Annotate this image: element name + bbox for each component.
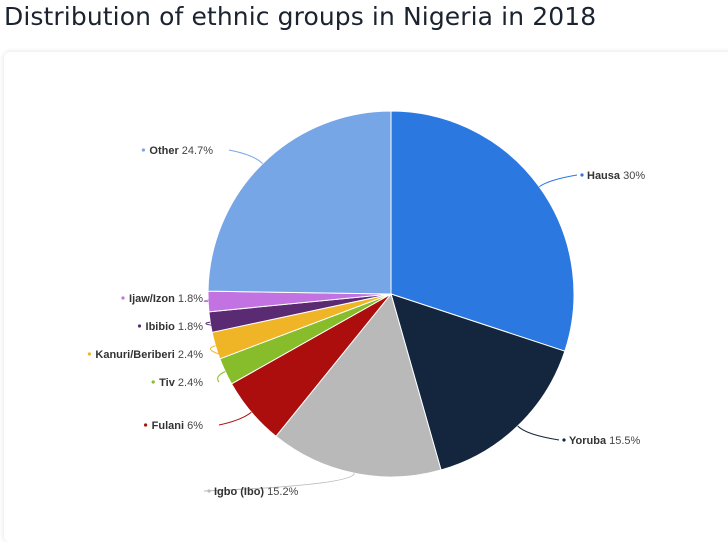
legend-dot-hausa [580,173,584,177]
chart-card: Hausa 30% Yoruba 15.5% Igbo (Ibo) 15.2% Ful… [4,52,728,542]
slice-label-name: Other [149,145,179,157]
slice-label-igbo-ibo: Igbo (Ibo) 15.2% [214,486,299,498]
slice-label-value: 30% [620,170,645,182]
pie-chart: Hausa 30% Yoruba 15.5% Igbo (Ibo) 15.2% Ful… [87,110,645,498]
slice-label-value: 6% [184,420,203,432]
connector-line-kanuri-beriberi [210,345,220,355]
connector-line-igbo-ibo [203,473,355,492]
chart-title: Distribution of ethnic groups in Nigeria… [4,2,597,31]
pie-slice-igbo-ibo[interactable] [275,292,442,478]
legend-dot-ibibio [137,324,142,328]
slice-label-name: Kanuri/Beriberi [95,349,174,361]
slice-label-ibibio: Ibibio 1.8% [146,321,204,333]
legend-dot-other [141,148,145,152]
slice-label-name: Yoruba [569,435,607,447]
legend-dot-igbo-ibo [207,489,211,493]
slice-label-value: 15.2% [264,486,298,498]
legend-dot-ijaw-izon [121,296,125,300]
slice-label-yoruba: Yoruba 15.5% [569,435,641,447]
legend-dot-yoruba [562,438,566,442]
connector-line-fulani [218,411,252,426]
connector-line-yoruba [517,425,560,441]
slice-label-name: Tiv [159,377,176,389]
pie-slice-other[interactable] [207,110,392,295]
slice-label-other: Other 24.7% [149,145,213,157]
slice-label-value: 24.7% [179,145,213,157]
legend-dot-fulani [144,423,148,427]
connector-line-hausa [539,174,578,188]
slice-label-hausa: Hausa 30% [587,170,645,182]
legend-dot-kanuri-beriberi [87,352,91,356]
connector-line-ibibio [205,321,220,327]
slice-label-name: Hausa [587,170,621,182]
connector-line-other [228,149,263,164]
slice-label-name: Ibibio [146,321,176,333]
slice-label-value: 1.8% [175,321,203,333]
slice-label-name: Igbo (Ibo) [214,486,264,498]
legend-dot-tiv [151,380,155,384]
slice-label-value: 1.8% [175,293,203,305]
slice-label-value: 2.4% [175,349,203,361]
slice-label-value: 15.5% [606,435,640,447]
slice-label-name: Fulani [152,420,184,432]
connector-line-ijaw-izon [203,297,220,303]
slice-label-fulani: Fulani 6% [152,420,204,432]
connector-line-tiv [217,371,226,383]
slice-label-name: Ijaw/Izon [129,293,175,305]
pie-slice-hausa[interactable] [390,110,575,352]
slice-label-value: 2.4% [175,377,203,389]
slice-label-kanuri-beriberi: Kanuri/Beriberi 2.4% [95,349,203,361]
slice-label-ijaw-izon: Ijaw/Izon 1.8% [129,293,203,305]
slice-label-tiv: Tiv 2.4% [159,377,203,389]
